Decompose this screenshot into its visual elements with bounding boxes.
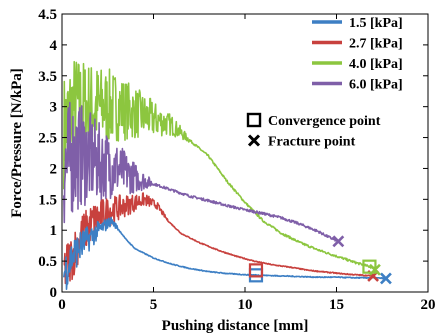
- y-axis-title: Force/Pressure [N/kPa]: [9, 68, 25, 218]
- y-tick-label: 3: [50, 100, 58, 116]
- y-tick-label: 2.5: [38, 131, 57, 147]
- y-tick-label: 1.5: [38, 192, 57, 208]
- legend: 1.5 [kPa] 2.7 [kPa] 4.0 [kPa] 6.0 [kPa] Conv…: [246, 16, 403, 150]
- y-tick-label: 3.5: [38, 69, 57, 85]
- x-tick-label: 5: [150, 297, 158, 313]
- y-tick-label: 1: [50, 223, 58, 239]
- y-tick-label: 0: [50, 285, 58, 301]
- x-tick-label: 15: [329, 297, 344, 313]
- series-line: [63, 101, 339, 242]
- convergence-marker: [248, 263, 264, 278]
- series-layer: [63, 60, 387, 290]
- plot-area: 0 5 10 15 20 0 0.5 1 1.5 2 2.5 3 3.5 4 4.5: [38, 7, 435, 313]
- legend-label: 6.0 [kPa]: [349, 78, 403, 93]
- legend-label: 1.5 [kPa]: [349, 16, 403, 31]
- x-tick-label: 0: [58, 297, 66, 313]
- fracture-marker: [369, 263, 381, 276]
- y-tick-label: 0.5: [38, 254, 57, 270]
- y-tick-label: 2: [50, 161, 58, 177]
- x-axis-title: Pushing distance [mm]: [162, 318, 309, 334]
- legend-square-icon: [246, 112, 262, 128]
- legend-cross-icon: [247, 134, 261, 147]
- y-tick-label: 4: [50, 38, 58, 54]
- series-line: [63, 192, 374, 285]
- legend-label: 2.7 [kPa]: [349, 37, 403, 52]
- x-tick-label: 20: [421, 297, 435, 313]
- series-line: [63, 216, 387, 290]
- fracture-marker: [332, 235, 345, 248]
- y-tick-label: 4.5: [38, 7, 57, 23]
- marker-layer: [248, 235, 392, 285]
- legend-label: Convergence point: [268, 114, 381, 129]
- fracture-marker: [379, 272, 392, 285]
- legend-label: Fracture point: [268, 135, 356, 150]
- convergence-marker: [362, 259, 377, 274]
- x-tick-label: 10: [238, 297, 253, 313]
- tick-layer: 0 5 10 15 20 0 0.5 1 1.5 2 2.5 3 3.5 4 4.5: [38, 7, 435, 313]
- legend-label: 4.0 [kPa]: [349, 57, 403, 72]
- series-line: [63, 60, 376, 270]
